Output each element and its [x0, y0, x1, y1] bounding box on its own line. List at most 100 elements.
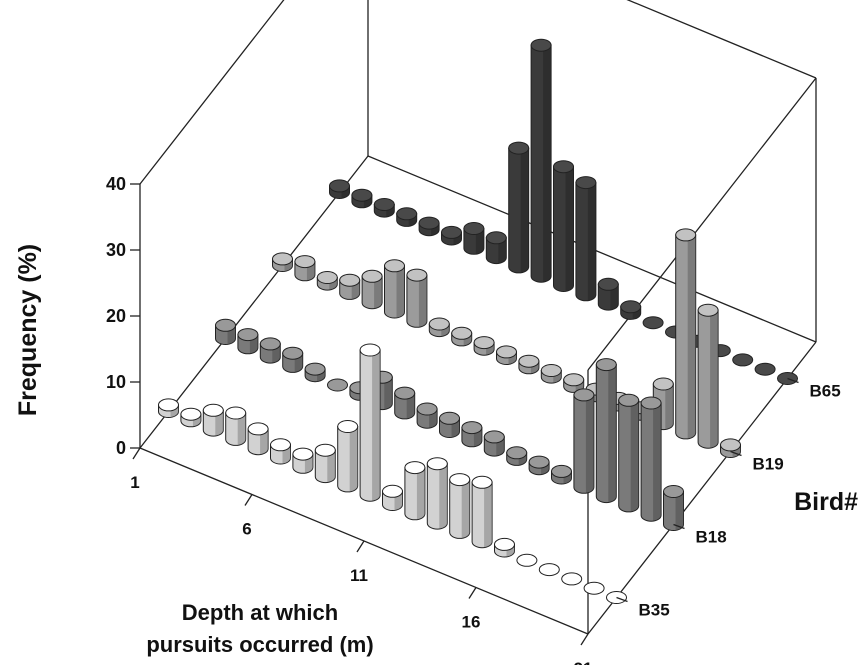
bar — [652, 377, 674, 431]
bar-cap — [451, 326, 473, 340]
bar-shade — [475, 228, 484, 254]
bar-cap — [754, 362, 776, 376]
bar — [441, 225, 462, 246]
bar — [732, 353, 754, 367]
bar-cap — [428, 317, 450, 331]
bar — [361, 269, 383, 310]
bar — [551, 464, 572, 485]
bar — [337, 420, 359, 493]
bar-cap — [508, 141, 530, 155]
bar-shade — [543, 45, 552, 282]
bar — [494, 537, 515, 558]
bar-cap — [225, 406, 247, 420]
y-tick-mark — [730, 450, 742, 457]
bar-cap — [697, 303, 719, 317]
bar — [304, 362, 326, 383]
bar — [225, 406, 247, 446]
bar-shade — [710, 310, 719, 448]
y-tick-mark — [616, 596, 628, 603]
bar — [640, 396, 662, 522]
bar — [215, 318, 236, 345]
box-edge-top-left — [139, 0, 285, 185]
bar — [404, 461, 426, 521]
bar — [618, 393, 640, 513]
bar — [516, 553, 538, 567]
bar-cap — [351, 188, 373, 202]
bar — [272, 252, 293, 272]
x-tick-mark — [356, 540, 365, 553]
x-tick-mark — [244, 494, 253, 506]
bar-cap — [732, 353, 754, 367]
bar — [202, 403, 224, 437]
y-tick-mark — [673, 523, 685, 530]
bar — [384, 259, 405, 319]
z-tick-label: 20 — [106, 306, 126, 326]
bar-cap — [237, 328, 259, 342]
bar — [540, 364, 562, 384]
bar — [294, 255, 316, 282]
bar — [418, 216, 440, 237]
floor-edge-left — [139, 155, 369, 449]
bar-shade — [418, 275, 427, 327]
bar-shade — [565, 166, 574, 291]
bar — [573, 388, 595, 494]
z-tick-label: 10 — [106, 372, 126, 392]
bar — [595, 358, 617, 504]
bar — [461, 421, 483, 448]
bar-shade — [587, 182, 596, 301]
z-axis-title: Frequency (%) — [14, 244, 42, 416]
bar-cap — [538, 563, 560, 577]
bar-cap — [516, 553, 538, 567]
x-tick-label: 16 — [462, 613, 481, 632]
bar-shade — [416, 467, 425, 520]
bar — [575, 176, 597, 302]
bar — [259, 337, 281, 364]
x-tick-mark — [580, 633, 589, 646]
bar-shade — [327, 450, 336, 483]
x-tick-mark — [132, 447, 141, 460]
bar — [530, 38, 552, 283]
bar-shade — [653, 403, 662, 521]
bar-cap — [449, 473, 471, 487]
bar-cap — [418, 216, 440, 230]
x-tick-mark — [468, 587, 477, 599]
bar-shade — [630, 400, 639, 512]
bar-cap — [304, 362, 326, 376]
bar-cap — [561, 572, 583, 586]
bar-shade — [406, 393, 415, 419]
bar — [270, 438, 291, 465]
bar — [528, 455, 550, 476]
box-edge-top-back — [626, 0, 817, 79]
y-tick-label: B35 — [639, 601, 670, 620]
bar — [508, 141, 530, 274]
bar — [697, 303, 719, 449]
bar-cap — [259, 337, 281, 351]
y-tick-label: B18 — [696, 528, 727, 547]
bar-shade — [439, 463, 448, 529]
bar — [314, 443, 336, 484]
bar-cap — [339, 273, 361, 287]
bar — [396, 207, 418, 227]
bar-cap — [597, 277, 619, 291]
bar-cap — [441, 225, 462, 239]
bar-shade — [608, 364, 617, 503]
bar-cap — [394, 386, 416, 400]
bar — [518, 354, 540, 375]
bar — [351, 188, 373, 209]
x-tick-label: 1 — [130, 473, 139, 492]
bar — [373, 198, 395, 218]
bar — [316, 271, 338, 291]
bar — [620, 300, 642, 320]
bar — [583, 581, 605, 595]
bar — [359, 343, 381, 502]
bar-cap — [158, 398, 179, 412]
bar-cap — [359, 343, 381, 357]
bar-cap — [463, 222, 485, 235]
bar — [463, 222, 485, 255]
bar-cap — [575, 176, 597, 190]
floor-edge-right — [587, 341, 817, 635]
bar-cap — [406, 268, 428, 282]
bar-shade — [665, 384, 674, 430]
